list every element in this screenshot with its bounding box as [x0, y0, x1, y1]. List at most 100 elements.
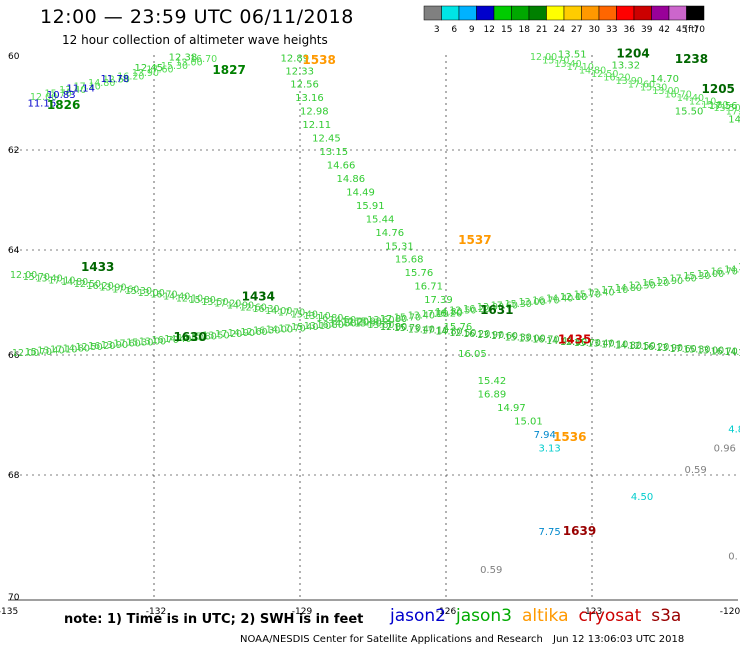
track-band-label: 17.10 [50, 344, 77, 355]
swh-label: 15.76 [444, 322, 473, 333]
track-band-label: 15.30 [683, 345, 710, 356]
track-band-label: 13.90 [99, 283, 126, 294]
track-band-label: 12.10 [177, 333, 204, 344]
track-band-label: 13.90 [656, 276, 683, 287]
legend-jason3: jason3 [456, 606, 512, 626]
swh-label: 12.38 [169, 52, 198, 63]
swh-label: 14.86 [337, 174, 366, 185]
swh-label: 16.05 [458, 349, 487, 360]
map-title: 12:00 — 23:59 UTC 06/11/2018 [40, 6, 354, 28]
track-band-label: 15.90 [355, 316, 382, 327]
track-band-label: 13.00 [175, 57, 202, 68]
track-band-label: 14.90 [738, 110, 740, 121]
swh-label: 12.45 [312, 133, 341, 144]
swh-label: 0.59 [684, 465, 706, 476]
colorbar-label: 18 [519, 25, 531, 35]
swh-label: 14.70 [650, 74, 679, 85]
track-band-label: 15.70 [45, 89, 72, 100]
track-band-label: 17.10 [48, 275, 75, 286]
track-band-label: 17.60 [670, 344, 697, 355]
swh-label: 12.56 [290, 79, 319, 90]
track-band-label: 15.40 [291, 322, 318, 333]
swh-label: 15.42 [478, 376, 507, 387]
swh-label: 13.51 [558, 50, 587, 61]
pass-time-label: 1205 [702, 82, 735, 96]
track-band-label: 17.30 [380, 314, 407, 325]
track-band-label: 17.60 [491, 331, 518, 342]
track-band-label: 13.40 [408, 311, 435, 322]
pass-time-label: 1433 [81, 260, 114, 274]
credit-text: NOAA/NESDIS Center for Satellite Applica… [240, 634, 543, 645]
track-band-label: 16.20 [117, 71, 144, 82]
track-band-label: 17.20 [215, 329, 242, 340]
swh-label: 12.11 [302, 120, 331, 131]
swh-label: 0. [728, 552, 738, 563]
pass-time-label: 1630 [173, 330, 206, 344]
track-band-label: 12.00 [560, 292, 587, 303]
colorbar-label: 42 [659, 25, 670, 35]
swh-label: 4.50 [631, 492, 653, 503]
track-band-label: 17.60 [114, 339, 141, 350]
track-band-label: 15.70 [25, 347, 52, 358]
track-band-label: 16.80 [316, 313, 343, 324]
track-band-label: 15.70 [394, 312, 421, 323]
track-band-label: 16.70 [665, 90, 692, 101]
track-band-label: 17.10 [567, 62, 594, 73]
track-band-label: 14.80 [63, 343, 90, 354]
track-band-label: 17.10 [601, 340, 628, 351]
track-band-label: 14.80 [579, 66, 606, 77]
track-band-label: 15.30 [161, 61, 188, 72]
colorbar-label: 6 [451, 25, 457, 35]
track-band-label: 15.80 [190, 332, 217, 343]
track-band-label: 12.50 [449, 328, 476, 339]
lat-label: 60 [8, 52, 20, 62]
colorbar-label: 15 [501, 25, 512, 35]
colorbar-label: 12 [484, 25, 495, 35]
satellite-legend: jason2 jason3 altika cryosat s3a [390, 606, 691, 626]
track-band-label: 12.50 [591, 69, 618, 80]
track-band-label: 12.10 [560, 337, 587, 348]
track-band-label: 14.90 [227, 300, 254, 311]
track-band-label: 14.80 [615, 283, 642, 294]
track-band-label: 17.20 [726, 107, 740, 118]
swh-label: 16.89 [478, 390, 507, 401]
track-band-label: 17.60 [146, 64, 173, 75]
track-band-label: 16.70 [711, 267, 738, 278]
swh-label: 15.44 [366, 214, 395, 225]
swh-label: 11.14 [66, 84, 95, 95]
legend-s3a: s3a [651, 606, 682, 626]
swh-label: 17.56 [709, 101, 738, 112]
track-band-label: 15.30 [683, 271, 710, 282]
swh-label: 3.13 [538, 444, 560, 455]
track-band-label: 15.30 [125, 286, 152, 297]
track-band-label: 12.50 [628, 280, 655, 291]
track-band-label: 13.50 [714, 103, 740, 114]
track-band-label: 13.60 [367, 315, 394, 326]
track-band-label: 12.50 [75, 342, 102, 353]
colorbar-unit: (ft) [684, 25, 698, 35]
track-band-label: 14.40 [546, 336, 573, 347]
colorbar-label: 9 [469, 25, 475, 35]
track-band-label: 16.30 [252, 304, 279, 315]
track-band-label: 17.60 [491, 300, 518, 311]
track-band-label: 13.90 [656, 343, 683, 354]
track-band-label: 16.80 [317, 320, 344, 331]
track-band-label: 13.40 [59, 85, 86, 96]
swh-label: 13.16 [295, 93, 324, 104]
swh-label: 10.83 [47, 90, 76, 101]
pass-time-label: 1537 [458, 233, 491, 247]
lat-label: 68 [8, 471, 20, 481]
track-band-label: 14.80 [435, 307, 462, 318]
lon-label: -135 [0, 607, 18, 617]
track-band-label: 12.00 [380, 322, 407, 333]
track-band-label: 13.60 [367, 320, 394, 331]
track-band-label: 15.30 [640, 83, 667, 94]
track-band-label: 16.20 [87, 281, 114, 292]
track-band-label: 12.20 [342, 317, 369, 328]
swh-label: 15.31 [385, 241, 414, 252]
track-band-label: 15.30 [126, 337, 153, 348]
colorbar-label: 24 [554, 25, 566, 35]
swh-label: 13.15 [319, 147, 348, 158]
track-band-label: 13.40 [36, 274, 63, 285]
